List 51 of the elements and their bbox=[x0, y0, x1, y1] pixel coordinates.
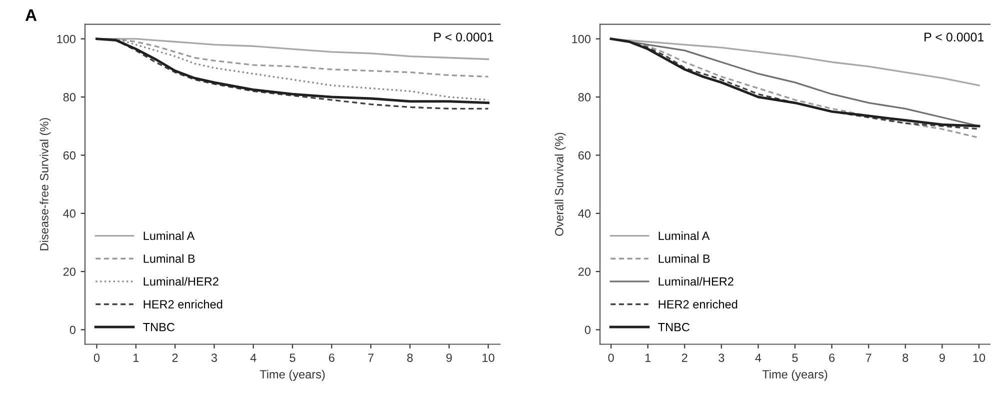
y-tick-label: 100 bbox=[572, 34, 591, 44]
y-tick-label: 60 bbox=[63, 151, 76, 160]
x-tick-label: 3 bbox=[211, 354, 217, 362]
x-tick-label: 3 bbox=[718, 354, 724, 362]
y-axis-title: Overall Survival (%) bbox=[554, 132, 566, 236]
y-tick-label: 40 bbox=[578, 209, 591, 218]
x-tick-label: 2 bbox=[682, 354, 688, 362]
x-tick-label: 0 bbox=[94, 354, 100, 362]
x-tick-label: 6 bbox=[829, 354, 835, 362]
legend-label: TNBC bbox=[658, 322, 690, 332]
x-tick-label: 10 bbox=[973, 354, 986, 362]
legend-label: Luminal/HER2 bbox=[144, 277, 218, 286]
y-tick-label: 100 bbox=[57, 34, 76, 44]
x-tick-label: 0 bbox=[608, 354, 614, 362]
x-tick-label: 5 bbox=[290, 354, 296, 362]
x-tick-label: 5 bbox=[792, 354, 798, 362]
x-tick-label: 6 bbox=[328, 354, 334, 362]
x-tick-label: 9 bbox=[446, 354, 452, 362]
x-tick-label: 4 bbox=[250, 354, 256, 362]
legend-label: HER2 enriched bbox=[658, 300, 738, 308]
legend-label: Luminal B bbox=[658, 254, 710, 263]
legend-label: Luminal B bbox=[144, 254, 195, 263]
chart-title: A bbox=[25, 9, 37, 21]
x-tick-label: 10 bbox=[482, 354, 494, 362]
legend-label: HER2 enriched bbox=[144, 300, 222, 308]
y-axis-title: Disease-free Survival (%) bbox=[40, 118, 51, 250]
x-tick-label: 7 bbox=[368, 354, 374, 362]
x-tick-label: 8 bbox=[407, 354, 413, 362]
x-tick-label: 7 bbox=[866, 354, 872, 362]
legend-label: TNBC bbox=[143, 322, 175, 332]
x-axis-title: Time (years) bbox=[260, 370, 325, 381]
x-axis-title: Time (years) bbox=[762, 370, 828, 381]
annotation: P < 0.0001 bbox=[434, 32, 494, 42]
legend-label: Luminal A bbox=[658, 231, 710, 240]
y-tick-label: 0 bbox=[584, 326, 591, 334]
x-tick-label: 4 bbox=[755, 354, 762, 362]
legend-label: Luminal/HER2 bbox=[658, 277, 734, 286]
x-tick-label: 8 bbox=[902, 354, 908, 362]
x-tick-label: 1 bbox=[134, 354, 139, 362]
y-tick-label: 40 bbox=[63, 209, 76, 218]
x-tick-label: 9 bbox=[939, 354, 945, 362]
x-tick-label: 1 bbox=[645, 354, 651, 362]
y-tick-label: 20 bbox=[578, 268, 591, 276]
y-tick-label: 80 bbox=[578, 93, 591, 102]
annotation: P < 0.0001 bbox=[924, 32, 984, 42]
y-tick-label: 60 bbox=[578, 151, 591, 160]
legend-label: Luminal A bbox=[144, 231, 195, 240]
y-tick-label: 80 bbox=[63, 93, 76, 102]
x-tick-label: 2 bbox=[172, 354, 178, 362]
y-tick-label: 20 bbox=[63, 268, 76, 276]
y-tick-label: 0 bbox=[70, 326, 76, 334]
